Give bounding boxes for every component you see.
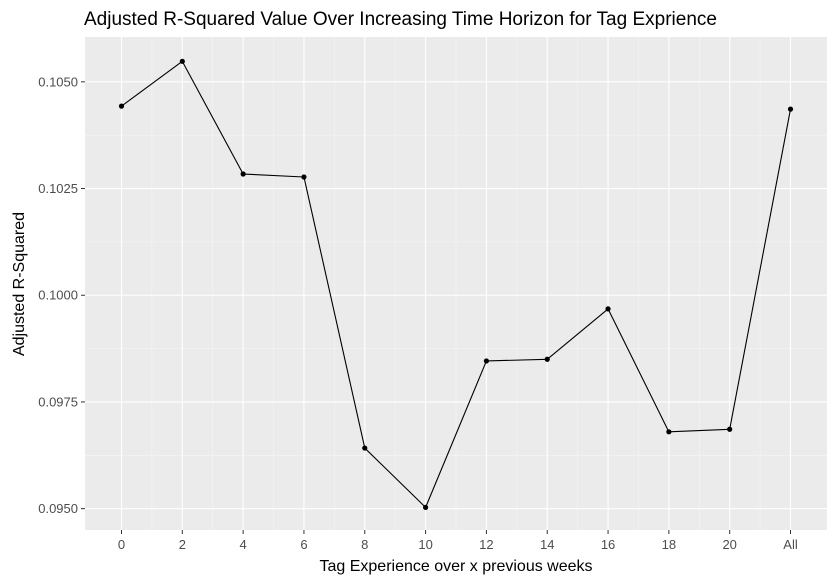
y-axis-ticks: 0.0950 0.0975 0.1000 0.1025 0.1050 [38, 74, 85, 516]
data-point [118, 103, 125, 109]
x-tick-label: 12 [479, 537, 493, 552]
y-axis-title: Adjusted R-Squared [11, 212, 28, 356]
data-point [605, 306, 611, 312]
y-tick-label: 0.1000 [38, 288, 78, 303]
x-tick-label: 6 [300, 537, 307, 552]
x-tick-label: 10 [418, 537, 432, 552]
x-tick-label: 16 [601, 537, 615, 552]
data-point [422, 504, 429, 510]
data-point [666, 429, 672, 435]
data-point [240, 171, 246, 177]
data-series [118, 58, 794, 510]
x-axis-ticks: 0 2 4 6 8 10 12 14 16 18 20 All [118, 530, 798, 552]
data-point [787, 106, 794, 112]
x-tick-label: 18 [662, 537, 676, 552]
x-axis-title: Tag Experience over x previous weeks [319, 558, 592, 575]
x-tick-label: 20 [722, 537, 736, 552]
series-line [121, 60, 792, 508]
y-tick-label: 0.0975 [38, 394, 78, 409]
chart-title: Adjusted R-Squared Value Over Increasing… [84, 9, 717, 30]
data-point [544, 356, 550, 362]
data-point [483, 358, 490, 364]
major-gridlines [85, 37, 827, 530]
data-point [301, 174, 307, 180]
x-tick-label: 2 [179, 537, 186, 552]
x-tick-label: All [783, 537, 798, 552]
minor-gridlines [85, 37, 827, 530]
data-point [362, 445, 368, 451]
y-tick-label: 0.1050 [38, 74, 78, 89]
x-tick-label: 14 [540, 537, 554, 552]
y-tick-label: 0.0950 [38, 501, 78, 516]
x-tick-label: 0 [118, 537, 125, 552]
y-tick-label: 0.1025 [38, 181, 78, 196]
data-point [727, 426, 733, 432]
x-tick-label: 8 [361, 537, 368, 552]
x-tick-label: 4 [240, 537, 247, 552]
data-point [179, 58, 185, 64]
